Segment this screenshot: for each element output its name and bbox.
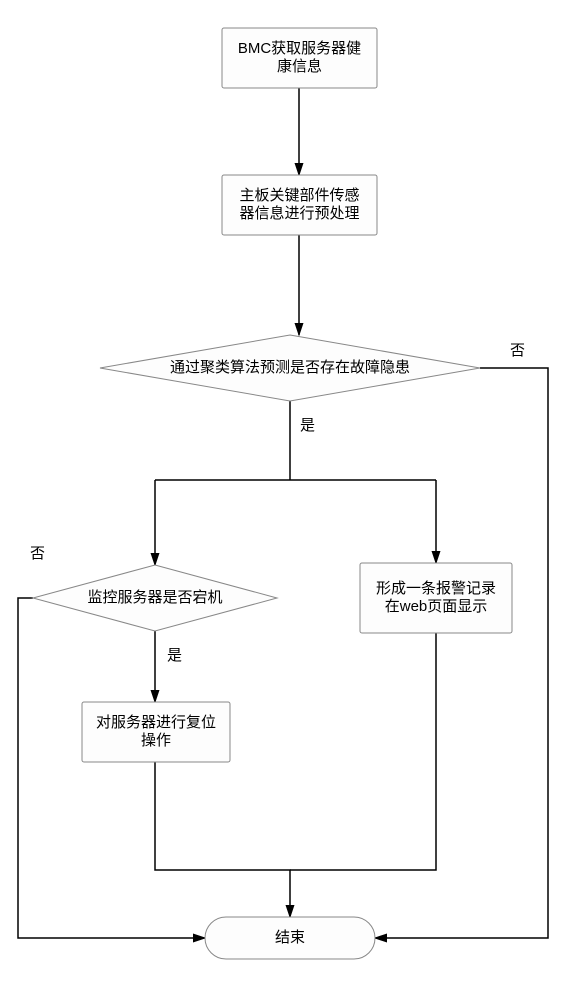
edge (375, 368, 548, 938)
node-label: 器信息进行预处理 (239, 205, 359, 222)
edge-label: 是 (167, 647, 182, 664)
node-label: 结束 (275, 929, 305, 946)
node-label: 操作 (141, 732, 171, 749)
edge (155, 762, 290, 917)
node-label: 主板关键部件传感 (239, 186, 359, 204)
node-label: 形成一条报警记录 (376, 580, 496, 597)
edge-label: 否 (510, 342, 525, 359)
node-label: 在web页面显示 (385, 598, 488, 615)
edge-label: 是 (300, 417, 315, 434)
node-label: 对服务器进行复位 (96, 713, 216, 731)
node-label: 通过聚类算法预测是否存在故障隐患 (170, 358, 410, 376)
node-label: BMC获取服务器健 (238, 40, 361, 57)
flowchart: 是否是否BMC获取服务器健康信息主板关键部件传感器信息进行预处理通过聚类算法预测… (0, 0, 582, 1000)
node-label: 监控服务器是否宕机 (87, 589, 222, 606)
edge-label: 否 (30, 545, 45, 562)
node-label: 康信息 (277, 58, 322, 75)
edge (290, 633, 436, 870)
